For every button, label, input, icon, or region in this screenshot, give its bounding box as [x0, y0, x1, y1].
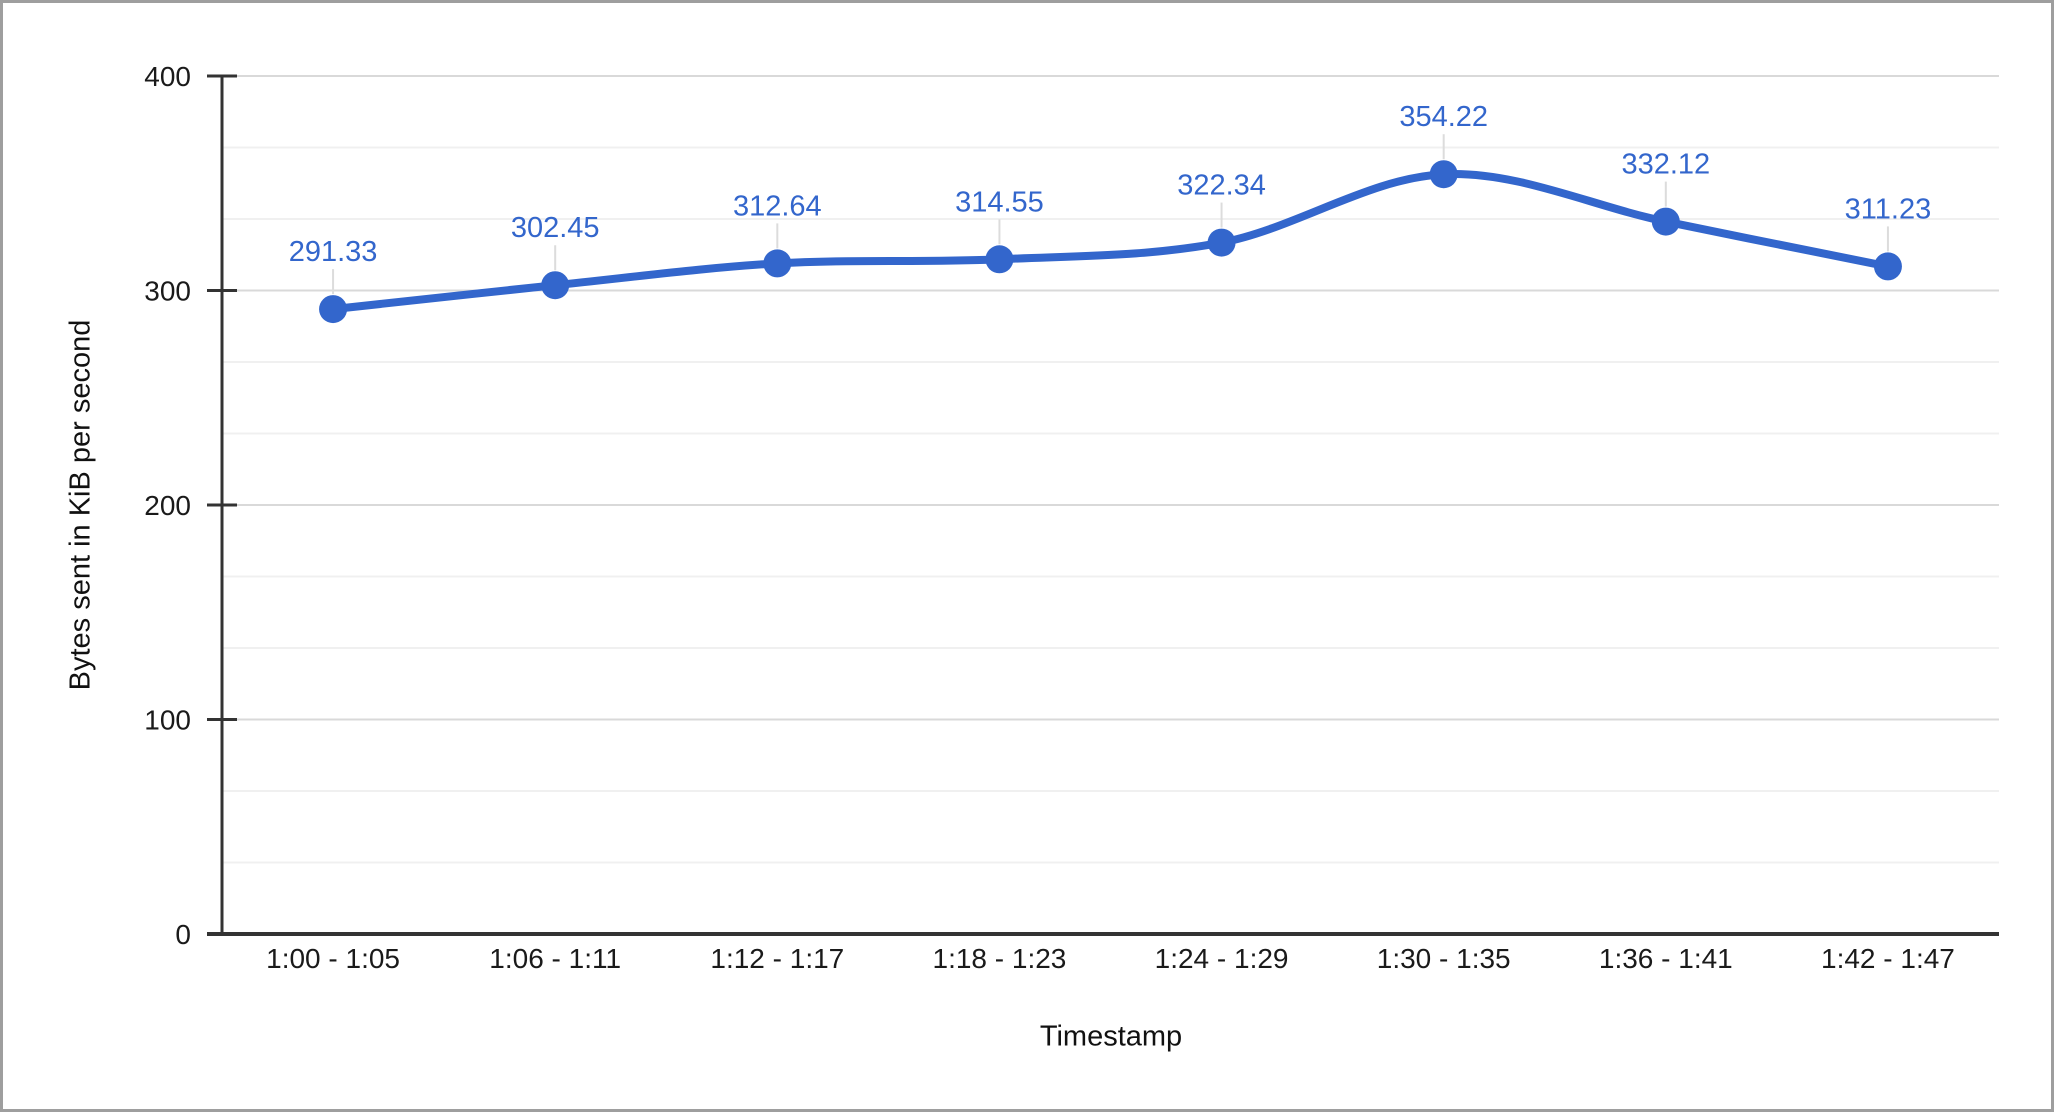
- data-point[interactable]: [1429, 160, 1458, 189]
- x-tick-label: 1:06 - 1:11: [489, 943, 621, 974]
- line-chart: 0 100 200 300 400 1:00 - 1:05 1:06 - 1:11 1:12 …: [144, 61, 1999, 974]
- point-value-label: 322.34: [1177, 170, 1266, 202]
- x-tick-label: 1:12 - 1:17: [710, 943, 844, 974]
- x-tick-label: 1:36 - 1:41: [1599, 943, 1733, 974]
- y-tick-label: 0: [175, 919, 191, 950]
- point-value-label: 302.45: [511, 212, 600, 244]
- data-point[interactable]: [1207, 228, 1236, 257]
- point-value-label: 312.64: [733, 190, 822, 222]
- data-point[interactable]: [1651, 207, 1680, 236]
- y-tick-label: 400: [144, 61, 191, 92]
- x-tick-label: 1:24 - 1:29: [1155, 943, 1289, 974]
- point-value-label: 354.22: [1399, 101, 1488, 133]
- x-axis-title: Timestamp: [1039, 1020, 1183, 1053]
- data-point[interactable]: [763, 249, 792, 278]
- series-line: [329, 169, 1892, 314]
- data-point[interactable]: [1873, 252, 1902, 281]
- point-value-label: 332.12: [1621, 149, 1710, 181]
- data-point[interactable]: [319, 295, 348, 324]
- y-tick-label: 200: [144, 490, 191, 521]
- data-point[interactable]: [985, 245, 1014, 274]
- x-tick-label: 1:30 - 1:35: [1377, 943, 1511, 974]
- y-tick-label: 100: [144, 705, 191, 736]
- x-tick-label: 1:18 - 1:23: [933, 943, 1067, 974]
- point-value-label: 314.55: [955, 186, 1044, 218]
- point-value-label: 311.23: [1845, 193, 1932, 225]
- data-point[interactable]: [541, 271, 570, 300]
- point-value-label: 291.33: [289, 236, 378, 268]
- x-tick-label: 1:42 - 1:47: [1821, 943, 1955, 974]
- y-axis-title: Bytes sent in KiB per second: [64, 319, 97, 691]
- y-tick-label: 300: [144, 276, 191, 307]
- x-tick-label: 1:00 - 1:05: [266, 943, 400, 974]
